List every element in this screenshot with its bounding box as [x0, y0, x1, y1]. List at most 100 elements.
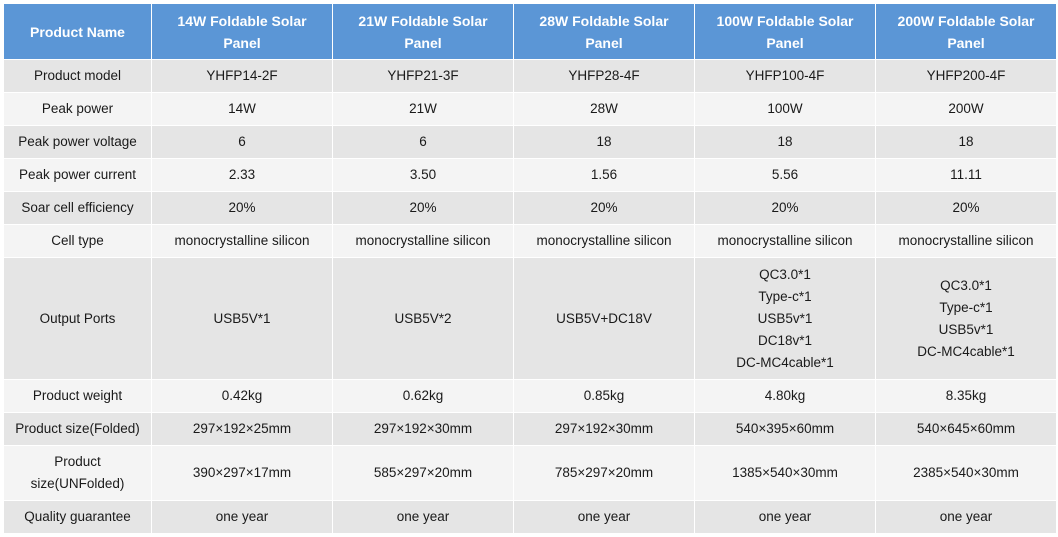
table-cell: one year [332, 500, 514, 534]
solar-panel-spec-table: Product Name 14W Foldable Solar Panel 21… [3, 3, 1057, 534]
table-cell: 5.56 [694, 158, 876, 192]
table-cell: 20% [513, 191, 695, 225]
table-row: Quality guarantee one year one year one … [3, 500, 1057, 534]
header-row: Product Name 14W Foldable Solar Panel 21… [3, 3, 1057, 60]
table-cell: QC3.0*1 Type-c*1 USB5v*1 DC-MC4cable*1 [875, 257, 1057, 380]
table-cell: one year [513, 500, 695, 534]
port-line: Type-c*1 [758, 288, 812, 304]
table-cell: 100W [694, 92, 876, 126]
table-cell: 14W [151, 92, 333, 126]
table-cell: 3.50 [332, 158, 514, 192]
table-cell: 1.56 [513, 158, 695, 192]
table-cell: 18 [694, 125, 876, 159]
port-line: QC3.0*1 [940, 277, 992, 293]
table-cell: 11.11 [875, 158, 1057, 192]
port-line: DC-MC4cable*1 [736, 354, 834, 370]
table-cell: 297×192×30mm [332, 412, 514, 446]
table-cell: USB5V*1 [151, 257, 333, 380]
table-cell: monocrystalline silicon [151, 224, 333, 258]
table-cell: monocrystalline silicon [332, 224, 514, 258]
row-label: Peak power [3, 92, 152, 126]
table-cell: one year [151, 500, 333, 534]
header-product-21w: 21W Foldable Solar Panel [332, 3, 514, 60]
table-cell: 0.62kg [332, 379, 514, 413]
table-cell: YHFP21-3F [332, 59, 514, 93]
row-label: Soar cell efficiency [3, 191, 152, 225]
port-line: Type-c*1 [939, 299, 993, 315]
header-product-14w: 14W Foldable Solar Panel [151, 3, 333, 60]
row-label: Quality guarantee [3, 500, 152, 534]
row-label: Output Ports [3, 257, 152, 380]
table-cell: monocrystalline silicon [875, 224, 1057, 258]
table-cell: QC3.0*1 Type-c*1 USB5v*1 DC18v*1 DC-MC4c… [694, 257, 876, 380]
table-cell: 297×192×25mm [151, 412, 333, 446]
row-label: Product size(Folded) [3, 412, 152, 446]
table-cell: 2.33 [151, 158, 333, 192]
table-row: Soar cell efficiency 20% 20% 20% 20% 20% [3, 191, 1057, 225]
table-cell: 20% [875, 191, 1057, 225]
table-cell: one year [875, 500, 1057, 534]
table-cell: 20% [332, 191, 514, 225]
table-cell: 0.42kg [151, 379, 333, 413]
table-cell: 8.35kg [875, 379, 1057, 413]
table-cell: 21W [332, 92, 514, 126]
row-label-line: size(UNFolded) [30, 476, 125, 491]
table-row: Product size(Folded) 297×192×25mm 297×19… [3, 412, 1057, 446]
header-product-28w: 28W Foldable Solar Panel [513, 3, 695, 60]
table-cell: 540×395×60mm [694, 412, 876, 446]
table-cell: 297×192×30mm [513, 412, 695, 446]
table-cell: 6 [332, 125, 514, 159]
table-cell: YHFP28-4F [513, 59, 695, 93]
row-label: Product size(UNFolded) [3, 445, 152, 501]
port-line: DC-MC4cable*1 [917, 343, 1015, 359]
table-cell: 785×297×20mm [513, 445, 695, 501]
row-label: Peak power voltage [3, 125, 152, 159]
table-cell: 540×645×60mm [875, 412, 1057, 446]
table-row: Peak power 14W 21W 28W 100W 200W [3, 92, 1057, 126]
table-cell: 18 [513, 125, 695, 159]
table-cell: 6 [151, 125, 333, 159]
table-cell: 390×297×17mm [151, 445, 333, 501]
table-cell: YHFP100-4F [694, 59, 876, 93]
table-cell: YHFP200-4F [875, 59, 1057, 93]
row-label: Cell type [3, 224, 152, 258]
table-row: Peak power voltage 6 6 18 18 18 [3, 125, 1057, 159]
table-row: Product model YHFP14-2F YHFP21-3F YHFP28… [3, 59, 1057, 93]
table-row: Peak power current 2.33 3.50 1.56 5.56 1… [3, 158, 1057, 192]
table-cell: 20% [694, 191, 876, 225]
header-product-200w: 200W Foldable Solar Panel [875, 3, 1057, 60]
port-line: USB5V*2 [394, 310, 452, 326]
table-cell: 4.80kg [694, 379, 876, 413]
row-label: Product weight [3, 379, 152, 413]
table-cell: USB5V+DC18V [513, 257, 695, 380]
port-line: USB5v*1 [757, 310, 813, 326]
table-cell: 585×297×20mm [332, 445, 514, 501]
port-line: USB5V+DC18V [556, 310, 652, 326]
table-cell: monocrystalline silicon [694, 224, 876, 258]
table-cell: 18 [875, 125, 1057, 159]
port-line: QC3.0*1 [759, 266, 811, 282]
row-label-line: Product [54, 454, 101, 469]
table-row: Product size(UNFolded) 390×297×17mm 585×… [3, 445, 1057, 501]
port-line: USB5V*1 [213, 310, 271, 326]
table-row: Product weight 0.42kg 0.62kg 0.85kg 4.80… [3, 379, 1057, 413]
header-product-100w: 100W Foldable Solar Panel [694, 3, 876, 60]
table-cell: 20% [151, 191, 333, 225]
port-line: USB5v*1 [938, 321, 994, 337]
table-cell: 28W [513, 92, 695, 126]
table-cell: one year [694, 500, 876, 534]
table-cell: 200W [875, 92, 1057, 126]
table-cell: 1385×540×30mm [694, 445, 876, 501]
table-cell: 2385×540×30mm [875, 445, 1057, 501]
row-label: Product model [3, 59, 152, 93]
table-cell: monocrystalline silicon [513, 224, 695, 258]
row-label: Peak power current [3, 158, 152, 192]
port-line: DC18v*1 [757, 332, 813, 348]
table-row-output-ports: Output Ports USB5V*1 USB5V*2 USB5V+DC18V… [3, 257, 1057, 380]
table-row: Cell type monocrystalline silicon monocr… [3, 224, 1057, 258]
table-cell: USB5V*2 [332, 257, 514, 380]
header-product-name: Product Name [3, 3, 152, 60]
table-cell: 0.85kg [513, 379, 695, 413]
table-cell: YHFP14-2F [151, 59, 333, 93]
